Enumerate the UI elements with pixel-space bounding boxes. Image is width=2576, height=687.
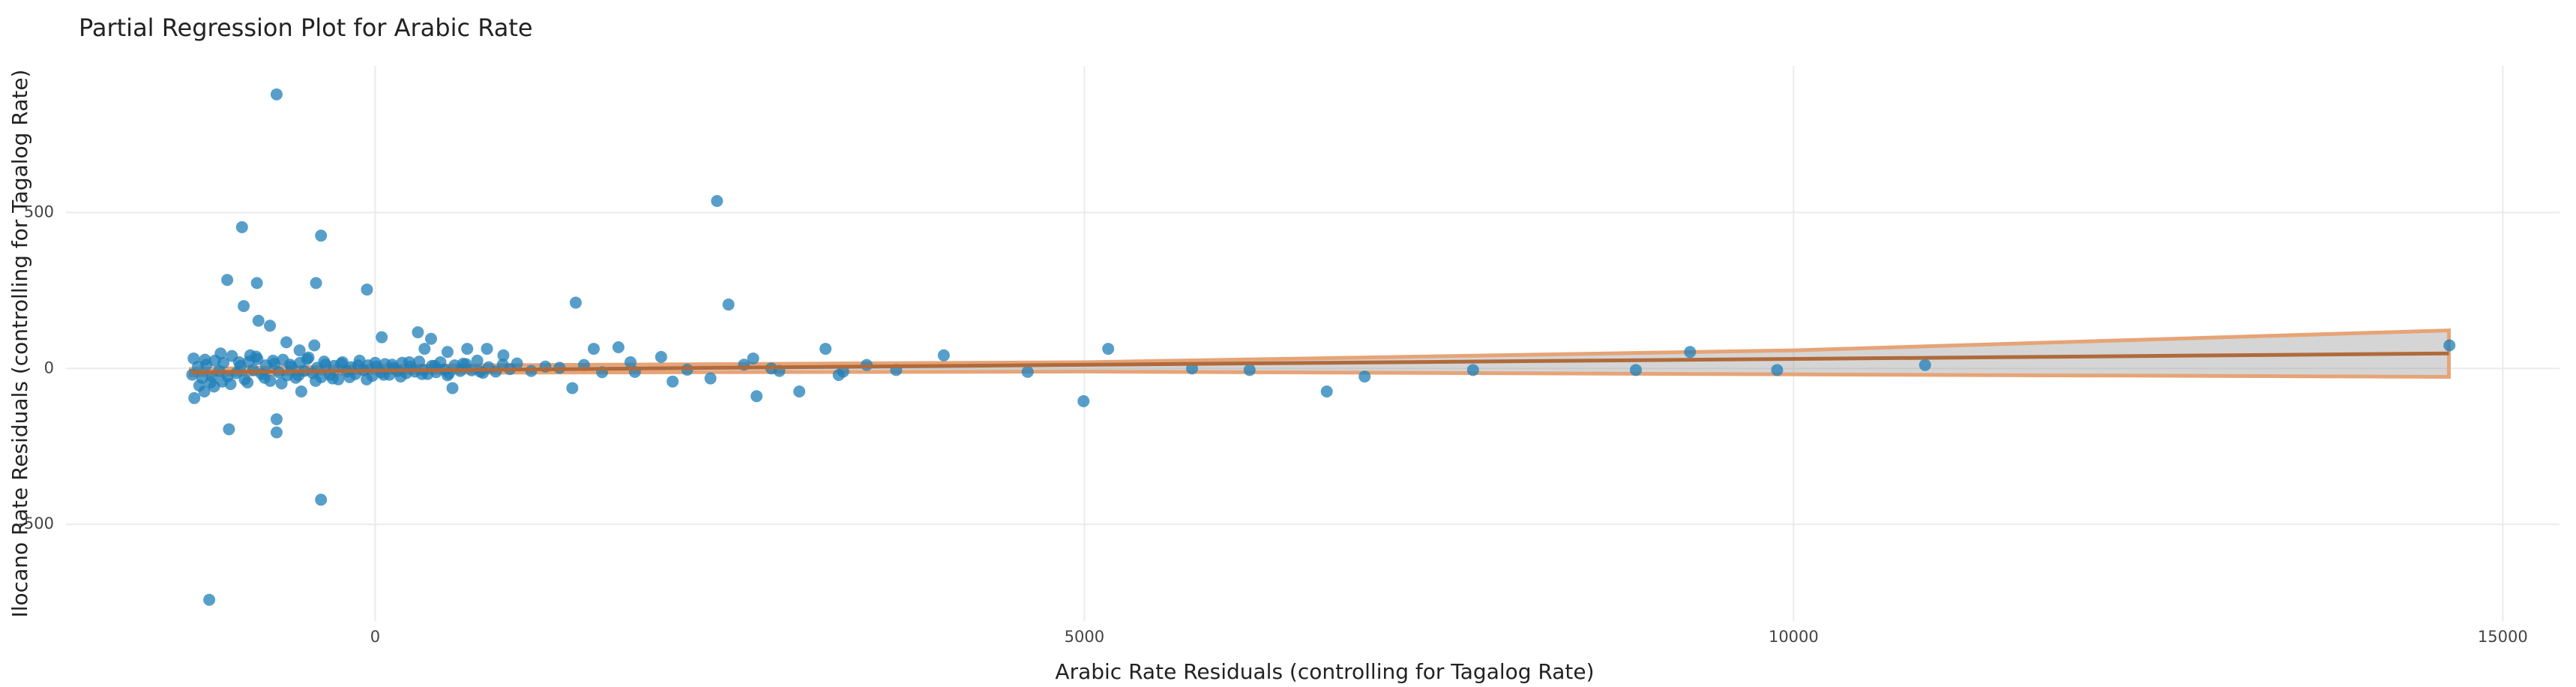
point [819,343,832,356]
point [252,314,265,327]
point [361,373,373,386]
point [270,426,283,439]
point [511,357,523,370]
point [315,230,328,242]
point [270,88,283,100]
point [238,300,250,313]
point [750,390,763,403]
point [394,370,407,383]
point [264,320,277,332]
point [612,340,625,353]
point [793,386,806,398]
x-tick-label: 15000 [2478,628,2528,646]
point [223,423,235,436]
point [471,354,484,367]
y-axis-title: Ilocano Rate Residuals (controlling for … [7,70,32,618]
point [624,356,637,368]
point [666,375,679,388]
point [232,356,245,368]
point [193,380,205,392]
point [418,343,431,356]
point [937,349,950,362]
point [295,386,307,398]
point [275,377,288,390]
point [250,277,263,290]
point [497,349,510,362]
point [267,354,280,367]
point [361,284,373,296]
point [203,593,216,606]
point [301,352,313,365]
point [308,339,321,352]
point [403,356,415,368]
point [441,346,454,358]
point [1320,386,1333,398]
point [654,350,667,363]
point [241,376,254,388]
point [188,392,201,404]
point [1771,364,1784,376]
point [1077,394,1090,407]
point [747,352,759,364]
point [214,347,227,360]
point [293,344,306,357]
point [335,358,348,370]
fit-line [190,351,2449,374]
point [446,382,459,394]
point [711,195,723,208]
point [441,369,454,382]
point [457,358,469,370]
point [270,413,283,426]
point [1021,365,1034,378]
x-tick-label: 0 [370,628,380,646]
point [1919,358,1931,371]
point [722,298,735,311]
point [412,326,424,339]
point [369,356,382,369]
point [386,358,399,371]
point [250,350,262,363]
point [1684,346,1697,358]
point [704,372,717,385]
point [258,371,271,384]
point [1102,343,1115,356]
point [566,382,579,394]
point [309,374,322,387]
point [569,296,582,309]
point [221,274,234,286]
point [1466,364,1479,376]
point [280,336,293,349]
y-tick-label: 0 [44,358,54,376]
point [481,343,493,356]
point [1629,364,1642,376]
point [326,372,339,385]
chart-title: Partial Regression Plot for Arabic Rate [79,14,533,42]
y-tick-label: -500 [18,514,54,532]
point [199,353,211,366]
point [376,331,388,344]
point [343,370,356,383]
point [461,343,474,356]
point [352,359,364,372]
point [318,356,331,368]
y-tick-label: 500 [24,202,54,220]
point [224,378,237,391]
point [235,220,248,233]
point [1243,364,1256,376]
x-tick-label: 10000 [1769,628,1819,646]
point [187,352,200,364]
point [2443,339,2456,352]
point [217,356,230,369]
x-axis-title: Arabic Rate Residuals (controlling for T… [1055,659,1594,684]
point [283,358,296,371]
point [1358,370,1371,383]
point [310,277,322,290]
point [424,332,437,345]
x-tick-label: 5000 [1065,628,1104,646]
point [315,494,328,506]
point [587,343,600,356]
